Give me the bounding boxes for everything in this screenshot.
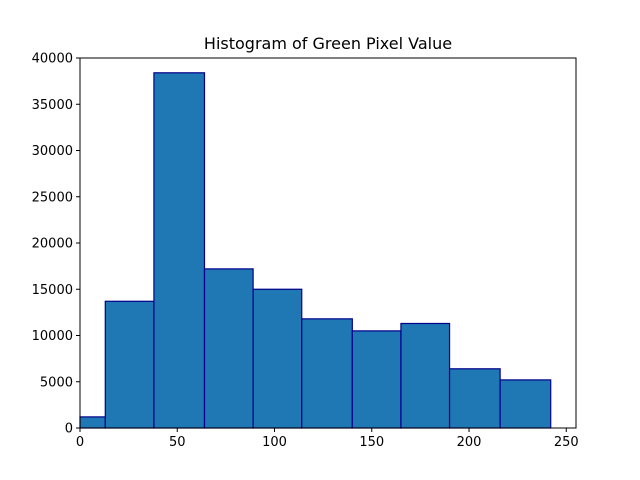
histogram-bar-3: [203, 268, 254, 429]
histogram-bar-7: [400, 322, 451, 429]
y-tick-label: 15000: [32, 283, 73, 298]
y-tick-label: 0: [65, 422, 73, 437]
histogram-bar-8: [448, 368, 501, 429]
bars-group: [79, 72, 552, 429]
y-tick-label: 25000: [32, 190, 73, 205]
x-tick-label: 250: [554, 435, 579, 450]
x-tick-label: 0: [76, 435, 84, 450]
y-axis: 0 5000 10000 15000 20000 25000 30000 35000 40000: [32, 52, 80, 437]
y-tick-label: 30000: [32, 144, 73, 159]
y-tick-label: 10000: [32, 329, 73, 344]
histogram-bar-2: [153, 72, 206, 429]
histogram-bar-9: [499, 379, 552, 429]
y-tick-label: 40000: [32, 52, 73, 67]
x-axis: 0 50 100 150 200 250: [76, 428, 579, 450]
plot-frame: [79, 57, 577, 429]
histogram-bar-1: [104, 300, 155, 429]
y-tick-label: 20000: [32, 237, 73, 252]
histogram-bar-5: [301, 318, 353, 429]
x-tick-label: 200: [457, 435, 482, 450]
histogram-bar-4: [252, 288, 303, 429]
y-tick-label: 5000: [40, 375, 73, 390]
x-tick-label: 50: [169, 435, 186, 450]
histogram-bar-6: [351, 330, 402, 429]
chart-title: Histogram of Green Pixel Value: [204, 34, 452, 53]
y-tick-label: 35000: [32, 98, 73, 113]
histogram-bar-0: [79, 416, 106, 429]
x-tick-label: 150: [359, 435, 384, 450]
x-tick-label: 100: [262, 435, 287, 450]
